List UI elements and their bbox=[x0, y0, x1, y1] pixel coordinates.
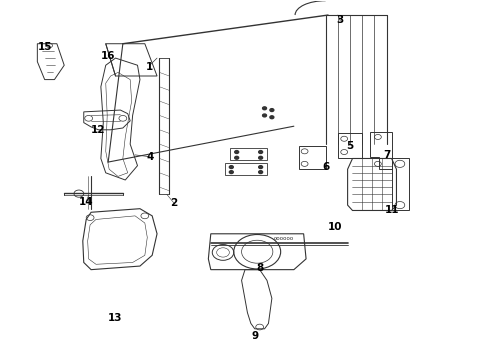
Circle shape bbox=[259, 166, 263, 168]
Text: 14: 14 bbox=[79, 197, 94, 207]
Text: 5: 5 bbox=[346, 141, 354, 151]
Circle shape bbox=[229, 171, 233, 174]
Circle shape bbox=[235, 150, 239, 153]
Text: 4: 4 bbox=[146, 152, 153, 162]
Text: 1: 1 bbox=[146, 62, 153, 72]
Circle shape bbox=[229, 166, 233, 168]
Text: 3: 3 bbox=[337, 15, 344, 26]
Text: 12: 12 bbox=[91, 125, 106, 135]
Text: 7: 7 bbox=[383, 150, 391, 160]
Circle shape bbox=[259, 156, 263, 159]
Text: oooooo: oooooo bbox=[274, 236, 294, 241]
Circle shape bbox=[270, 109, 274, 112]
Text: 13: 13 bbox=[108, 313, 123, 323]
Text: 15: 15 bbox=[37, 42, 52, 52]
Text: 9: 9 bbox=[251, 331, 258, 341]
Circle shape bbox=[235, 156, 239, 159]
Text: 10: 10 bbox=[328, 222, 343, 231]
Circle shape bbox=[259, 150, 263, 153]
Circle shape bbox=[263, 114, 267, 117]
Text: 8: 8 bbox=[256, 263, 263, 273]
Circle shape bbox=[270, 116, 274, 119]
Circle shape bbox=[259, 171, 263, 174]
Text: 16: 16 bbox=[101, 51, 116, 61]
Text: 6: 6 bbox=[322, 162, 329, 172]
Text: 11: 11 bbox=[384, 206, 399, 216]
Text: 2: 2 bbox=[171, 198, 178, 208]
Circle shape bbox=[263, 107, 267, 110]
